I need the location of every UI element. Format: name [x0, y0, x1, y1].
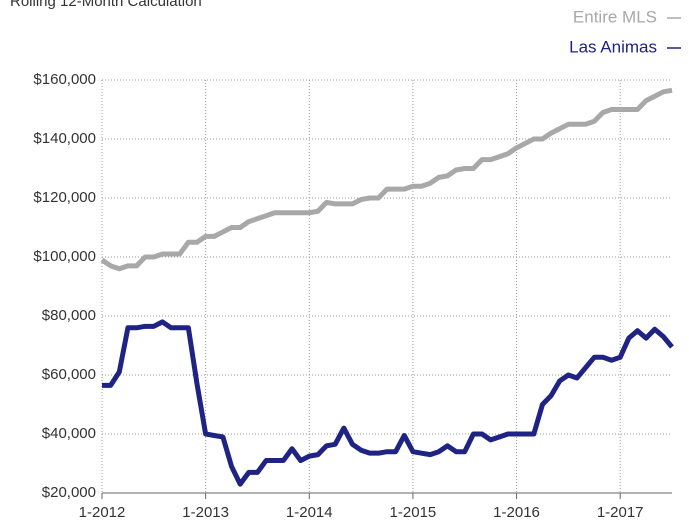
x-tick-label: 1-2013	[182, 504, 229, 521]
chart-title: Rolling 12-Month Calculation	[10, 0, 202, 10]
y-tick-label: $140,000	[33, 130, 96, 147]
x-tick-label: 1-2016	[493, 504, 540, 521]
series-line	[102, 319, 674, 487]
y-tick-label: $40,000	[42, 425, 96, 442]
legend-label: Las Animas	[569, 37, 657, 56]
x-tick-label: 1-2017	[597, 504, 644, 521]
y-tick-label: $60,000	[42, 366, 96, 383]
x-tick-label: 1-2015	[390, 504, 437, 521]
y-tick-label: $100,000	[33, 248, 96, 265]
y-tick-label: $120,000	[33, 189, 96, 206]
x-tick-label: 1-2012	[79, 504, 126, 521]
x-tick-label: 1-2014	[286, 504, 333, 521]
legend-label: Entire MLS	[573, 7, 657, 26]
y-tick-label: $160,000	[33, 71, 96, 88]
series-line	[100, 87, 673, 272]
y-tick-label: $20,000	[42, 484, 96, 501]
y-tick-label: $80,000	[42, 307, 96, 324]
